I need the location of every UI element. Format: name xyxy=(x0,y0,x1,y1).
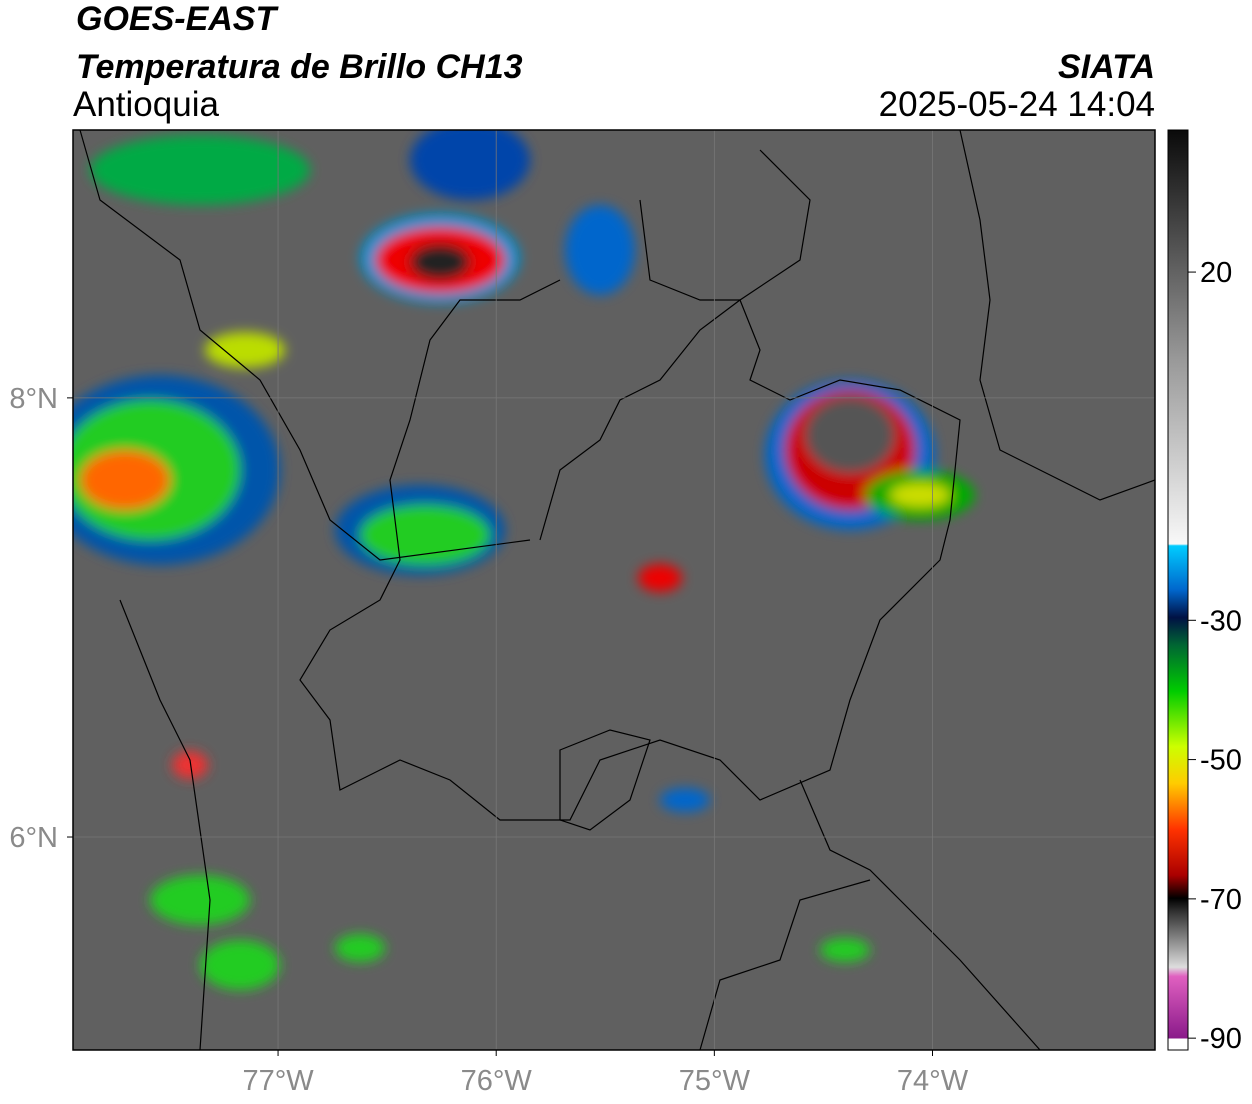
colorbar-label: -90 xyxy=(1200,1023,1242,1055)
borders xyxy=(79,130,1155,1050)
graticule xyxy=(73,130,1155,1050)
lat-label: 8°N xyxy=(9,383,58,415)
source: SIATA xyxy=(1058,48,1155,86)
colorbar-label: -50 xyxy=(1200,745,1242,777)
storm-cells xyxy=(73,130,975,990)
colorbar xyxy=(1167,129,1189,1051)
lon-label: 76°W xyxy=(461,1065,533,1097)
datetime: 2025-05-24 14:04 xyxy=(879,85,1155,124)
colorbar-label: 20 xyxy=(1200,257,1232,289)
colorbar-label: -30 xyxy=(1200,605,1242,637)
map xyxy=(73,130,1155,1050)
region: Antioquia xyxy=(73,85,219,124)
lon-label: 77°W xyxy=(242,1065,314,1097)
lat-label: 6°N xyxy=(9,822,58,854)
lon-label: 75°W xyxy=(679,1065,751,1097)
map-frame xyxy=(72,129,1156,1051)
subtitle: Temperatura de Brillo CH13 xyxy=(76,48,523,86)
lon-label: 74°W xyxy=(897,1065,969,1097)
title: GOES-EAST xyxy=(76,0,279,38)
colorbar-label: -70 xyxy=(1200,884,1242,916)
